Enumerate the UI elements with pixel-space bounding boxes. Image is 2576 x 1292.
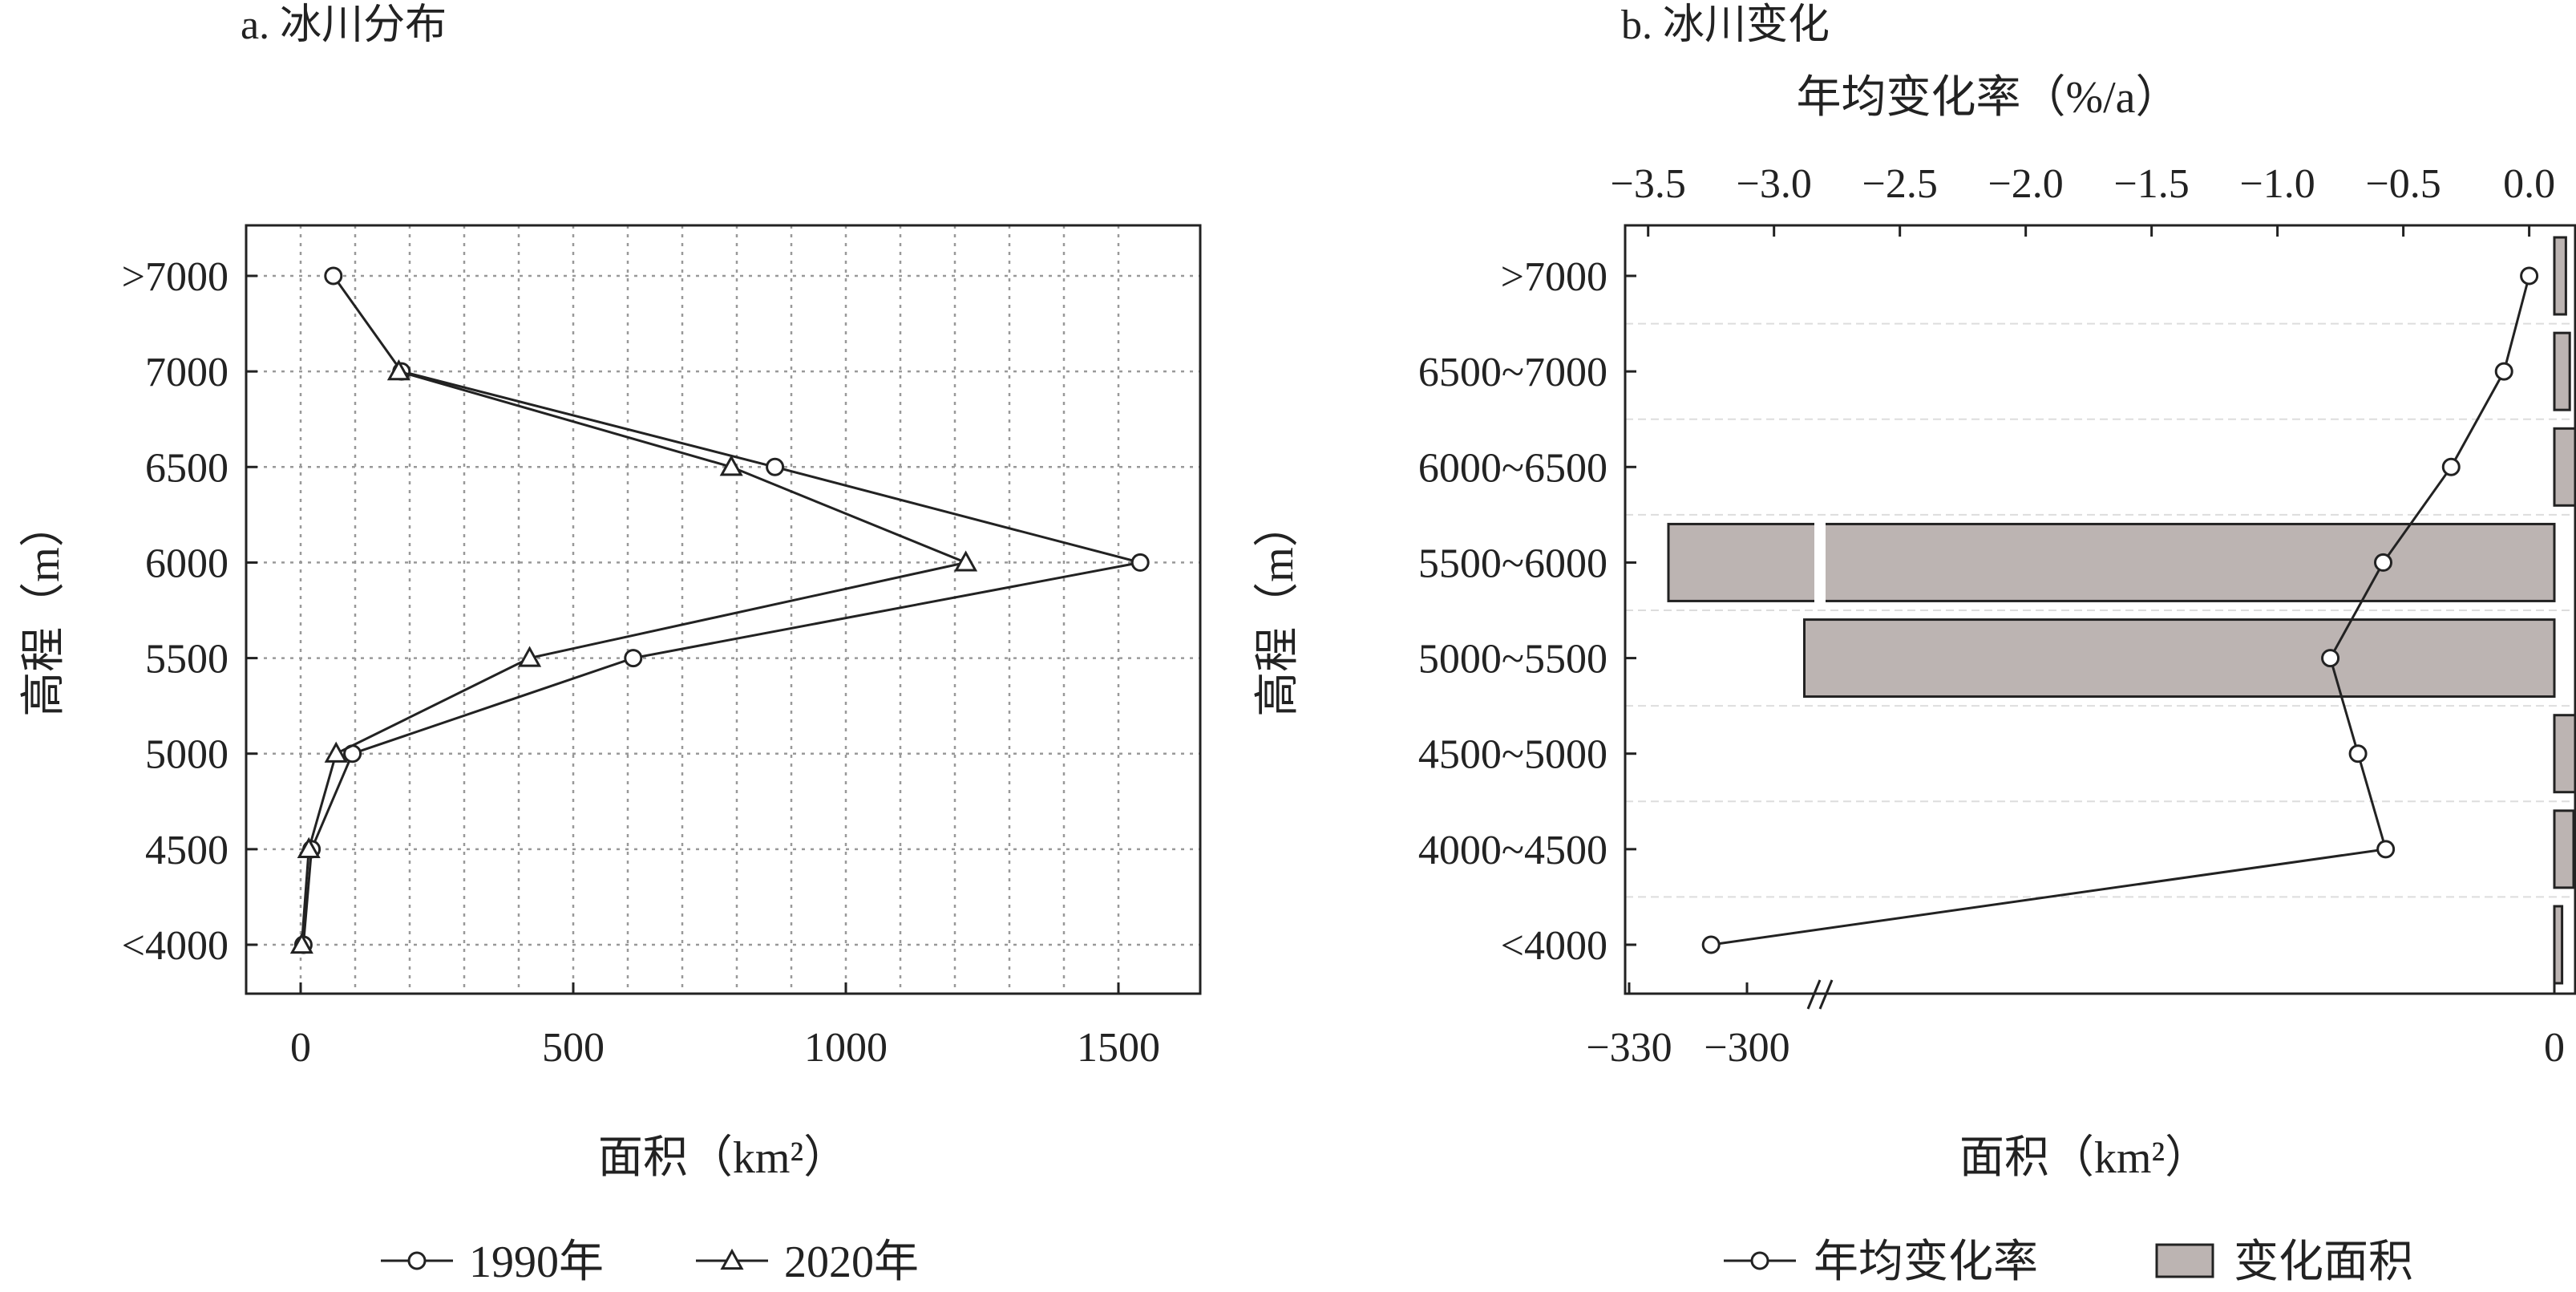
panel-a-grid [246, 225, 1200, 994]
data-point-2 [518, 646, 542, 667]
y-tick-label: <4000 [122, 923, 228, 969]
rate-point [2321, 649, 2340, 668]
legend-marker [1750, 1251, 1769, 1270]
rate-point [2494, 362, 2513, 381]
bar-4 [1667, 522, 2556, 602]
y-tick-label: 5500 [145, 637, 228, 682]
panel-b-top-axis-label: 年均变化率（%/a） [1796, 73, 2180, 123]
panel-b-title: b. 冰川变化 [1621, 2, 1830, 48]
y-tick-label: 4500 [145, 828, 228, 873]
panel-a-x-axis: 0 500 1000 1500 [290, 982, 1160, 1071]
panel-b-reference-lines [1625, 322, 2575, 898]
legend-marker [407, 1251, 427, 1270]
x-tick-label: 500 [542, 1025, 605, 1071]
rate-point [1701, 935, 1721, 954]
y-tick-label: 4500~5000 [1418, 732, 1607, 778]
data-point-2 [954, 550, 978, 572]
panel-a-series [289, 266, 1150, 954]
legend-label: 年均变化率 [1814, 1237, 2038, 1287]
panel-b-plot-frame [1624, 224, 2576, 995]
y-tick-label: >7000 [1501, 254, 1607, 300]
panel-b-y-axis: <4000 4000~4500 4500~5000 5000~5500 5500~600… [1418, 254, 1636, 969]
top-tick-label: −1.0 [2239, 161, 2315, 207]
panel-b: b. 冰川变化 年均变化率（%/a） <4000 4000~4500 4500~50… [1253, 2, 2576, 1287]
bar-5 [2553, 427, 2576, 507]
data-point-2 [289, 932, 313, 954]
top-tick-label: −2.5 [1862, 161, 1938, 207]
x-tick-label: −330 [1586, 1025, 1672, 1071]
rate-point [2441, 457, 2461, 476]
y-tick-label: 6500~7000 [1418, 350, 1607, 395]
y-tick-label: 6500 [145, 445, 228, 491]
top-tick-label: −2.0 [1988, 161, 2063, 207]
y-tick-label: 7000 [145, 350, 228, 395]
bar-3 [1803, 618, 2556, 699]
y-tick-label: 5500~6000 [1418, 541, 1607, 586]
bar-6 [2553, 331, 2571, 411]
bar-1 [2553, 809, 2575, 889]
panel-b-y-label: 高程（m） [1253, 502, 1303, 717]
panel-b-top-axis: −3.5 −3.0 −2.5 −2.0 −1.5 −1.0 −0.5 0.0 [1611, 161, 2555, 237]
data-point-1 [324, 266, 343, 286]
y-tick-label: 5000~5500 [1418, 637, 1607, 682]
panel-b-x-label: 面积（km²） [1959, 1133, 2210, 1183]
panel-a-y-label: 高程（m） [19, 502, 69, 717]
bar-0 [2553, 905, 2564, 985]
panel-a-x-label: 面积（km²） [598, 1133, 848, 1183]
y-tick-label: 6000 [145, 541, 228, 586]
rate-line [1710, 275, 2531, 946]
data-point-2 [386, 359, 410, 381]
panel-a: a. 冰川分布 <4000450050005500600065007000>70… [19, 2, 1202, 1287]
legend-label: 2020年 [784, 1237, 919, 1287]
top-tick-label: −1.5 [2113, 161, 2189, 207]
y-tick-label: 4000~4500 [1418, 828, 1607, 873]
axis-break-mark [1806, 522, 1834, 1010]
data-point-2 [324, 741, 348, 763]
data-point-2 [297, 836, 321, 858]
y-tick-label: <4000 [1501, 923, 1607, 969]
y-tick-label: 5000 [145, 732, 228, 778]
legend-label: 变化面积 [2234, 1237, 2413, 1287]
panel-a-legend: 1990年 2020年 [381, 1237, 919, 1287]
x-tick-label: 0 [2544, 1025, 2565, 1071]
bar-2 [2553, 714, 2576, 794]
rate-point [2520, 266, 2539, 286]
data-point-1 [1130, 553, 1150, 572]
data-point-1 [624, 649, 643, 668]
x-tick-label: 1500 [1077, 1025, 1160, 1071]
panel-a-y-axis: <4000 4500 5000 5500 6000 6500 7000 >7000 [122, 254, 257, 969]
legend-marker [720, 1248, 744, 1270]
series-line-1 [301, 275, 1141, 946]
panel-b-legend: 年均变化率 变化面积 [1724, 1237, 2413, 1287]
legend-swatch [2155, 1243, 2214, 1278]
data-point-2 [719, 455, 743, 476]
bar-7 [2553, 236, 2567, 316]
axis-break-slash-2 [1818, 979, 1834, 1010]
rate-point [2348, 744, 2368, 763]
y-tick-label: 6000~6500 [1418, 445, 1607, 491]
y-tick-label: >7000 [122, 254, 228, 300]
x-tick-label: 0 [290, 1025, 311, 1071]
top-tick-label: 0.0 [2503, 161, 2555, 207]
top-tick-label: −3.5 [1611, 161, 1686, 207]
axis-break-slash-1 [1806, 979, 1822, 1010]
panel-a-title: a. 冰川分布 [241, 2, 447, 48]
top-tick-label: −0.5 [2365, 161, 2441, 207]
rate-point [2373, 553, 2392, 572]
panel-b-rate-series [1701, 266, 2539, 954]
x-tick-label: 1000 [804, 1025, 888, 1071]
panel-b-bottom-axis: −330−300−180−150−120−90−60−300 [1586, 982, 2565, 1071]
rate-point [2376, 840, 2396, 859]
legend-label: 1990年 [469, 1237, 604, 1287]
bar-break-gap [1814, 522, 1826, 603]
x-tick-label: −300 [1704, 1025, 1789, 1071]
top-tick-label: −3.0 [1737, 161, 1812, 207]
data-point-1 [766, 457, 785, 476]
panel-a-plot-frame [245, 224, 1202, 995]
